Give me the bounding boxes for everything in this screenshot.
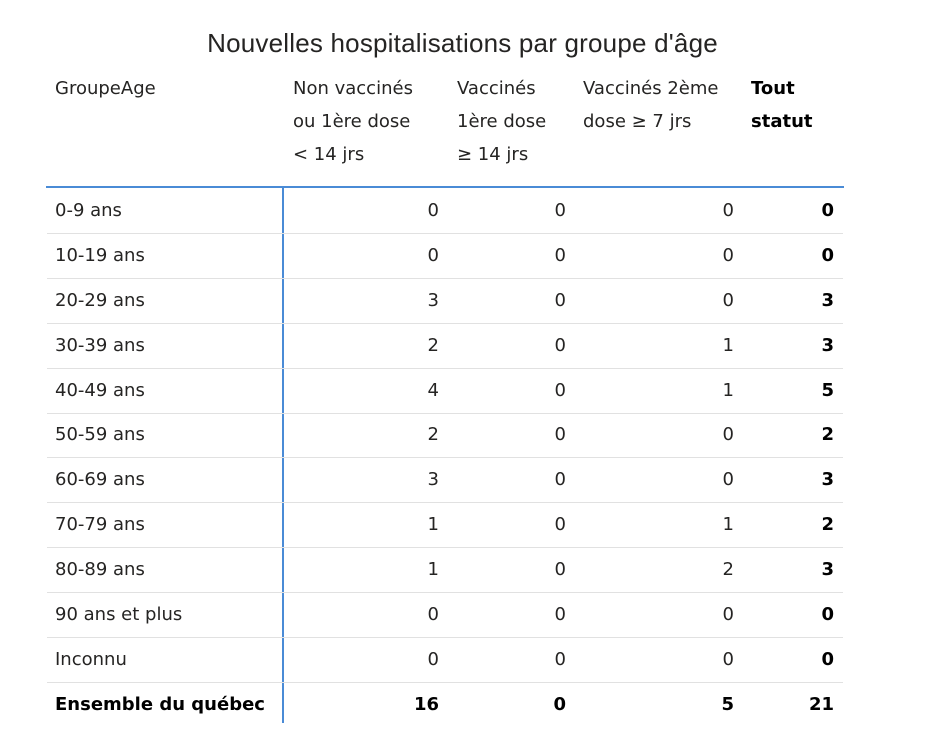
cell: 0: [427, 604, 439, 626]
cell: 1: [722, 379, 734, 401]
header-cell: dose ≥ 7 jrs: [583, 111, 692, 132]
cell: 0: [821, 648, 834, 670]
cell: 2: [821, 424, 834, 446]
column-rule: [282, 186, 284, 723]
cell: 0: [554, 604, 566, 626]
row-separator: [47, 277, 843, 279]
row-label: 90 ans et plus: [55, 604, 183, 626]
cell: 3: [821, 289, 834, 311]
cell: 0: [427, 244, 439, 266]
cell: 2: [821, 514, 834, 536]
header-cell: GroupeAge: [55, 78, 156, 99]
cell: 0: [722, 469, 734, 491]
header-cell: Vaccinés: [457, 78, 536, 99]
cell: 3: [427, 289, 439, 311]
header-rule: [46, 186, 844, 188]
row-label: 60-69 ans: [55, 469, 145, 491]
cell: 1: [722, 334, 734, 356]
header-cell: 1ère dose: [457, 111, 547, 132]
row-label: 50-59 ans: [55, 424, 145, 446]
cell: 0: [821, 604, 834, 626]
cell: 3: [821, 334, 834, 356]
row-label: 80-89 ans: [55, 559, 145, 581]
cell: 21: [808, 693, 834, 715]
row-separator: [47, 681, 843, 683]
cell: 0: [554, 514, 566, 536]
cell: 0: [554, 289, 566, 311]
cell: 4: [427, 379, 439, 401]
row-label: 20-29 ans: [55, 289, 145, 311]
cell: 1: [427, 559, 439, 581]
row-label: Ensemble du québec: [55, 693, 265, 715]
cell: 0: [554, 379, 566, 401]
cell: 0: [722, 244, 734, 266]
cell: 0: [427, 648, 439, 670]
header-cell: statut: [751, 111, 813, 132]
cell: 2: [427, 334, 439, 356]
header-cell: Tout: [751, 78, 795, 99]
cell: 0: [722, 199, 734, 221]
cell: 0: [722, 289, 734, 311]
cell: 1: [722, 514, 734, 536]
cell: 0: [554, 334, 566, 356]
cell: 0: [553, 693, 566, 715]
cell: 16: [413, 693, 439, 715]
cell: 3: [821, 469, 834, 491]
row-label: Inconnu: [55, 648, 127, 670]
row-separator: [47, 232, 843, 234]
header-cell: < 14 jrs: [293, 144, 365, 165]
cell: 0: [554, 648, 566, 670]
header-cell: Non vaccinés: [293, 78, 413, 99]
row-separator: [47, 637, 843, 638]
title: Nouvelles hospitalisations par groupe d'…: [207, 28, 718, 58]
cell: 0: [554, 244, 566, 266]
row-separator: [47, 367, 843, 369]
row-label: 0-9 ans: [55, 199, 122, 221]
cell: 3: [821, 559, 834, 581]
cell: 0: [554, 469, 566, 491]
cell: 0: [722, 424, 734, 446]
row-label: 40-49 ans: [55, 379, 145, 401]
row-separator: [47, 547, 843, 549]
row-label: 70-79 ans: [55, 514, 145, 536]
row-separator: [47, 412, 843, 414]
cell: 0: [821, 199, 834, 221]
cell: 0: [554, 424, 566, 446]
cell: 0: [722, 648, 734, 670]
row-label: 30-39 ans: [55, 334, 145, 356]
header-cell: Vaccinés 2ème: [583, 78, 719, 99]
cell: 2: [427, 424, 439, 446]
cell: 0: [554, 199, 566, 221]
cell: 0: [821, 244, 834, 266]
cell: 0: [554, 559, 566, 581]
header-cell: ≥ 14 jrs: [457, 144, 529, 165]
cell: 0: [722, 604, 734, 626]
row-separator: [47, 457, 843, 459]
cell: 3: [427, 469, 439, 491]
cell: 1: [427, 514, 439, 536]
cell: 0: [427, 199, 439, 221]
row-separator: [47, 592, 843, 594]
header-cell: ou 1ère dose: [293, 111, 411, 132]
row-separator: [47, 322, 843, 324]
cell: 5: [721, 693, 734, 715]
cell: 5: [821, 379, 834, 401]
row-label: 10-19 ans: [55, 244, 145, 266]
cell: 2: [722, 559, 734, 581]
row-separator: [47, 502, 843, 504]
